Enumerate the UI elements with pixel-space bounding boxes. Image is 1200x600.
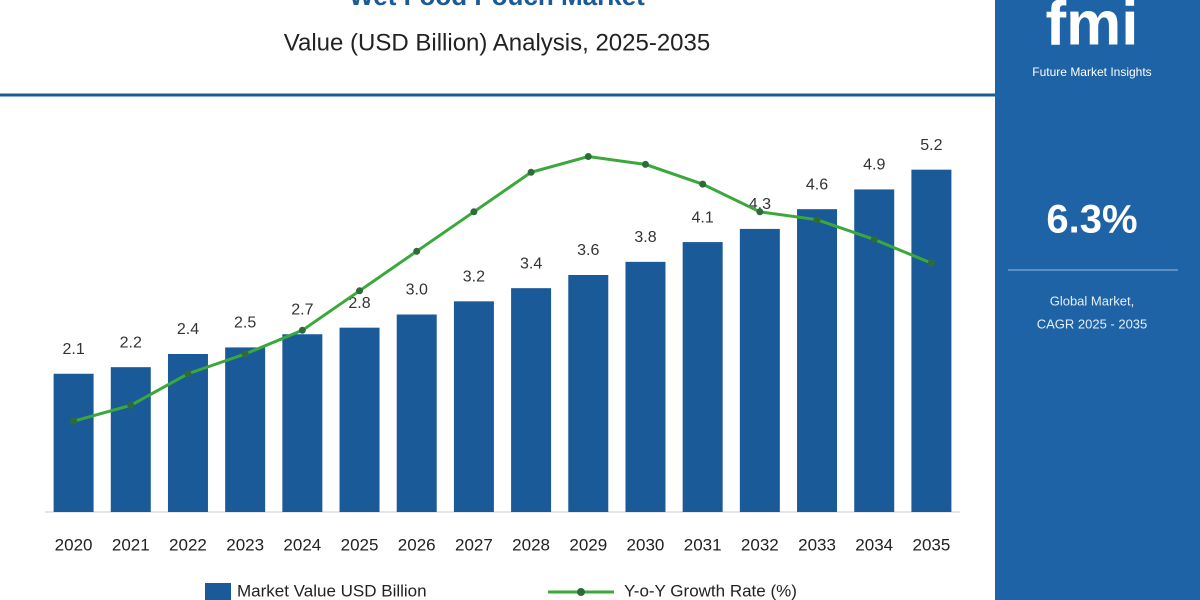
x-tick-label: 2034 [855,535,893,554]
line-marker [584,153,592,160]
brand-name: Future Market Insights [1032,65,1151,79]
bar [568,275,609,512]
bar [625,261,666,512]
line-marker [699,180,707,188]
legend-label: Market Value USD Billion [237,581,427,600]
x-tick-label: 2035 [912,535,950,554]
line-marker [127,401,135,409]
cagr-value: 6.3% [1046,198,1137,242]
x-tick-label: 2024 [283,535,321,554]
data-label: 4.1 [692,209,714,226]
line-marker [413,247,421,255]
data-label: 3.8 [634,229,656,246]
line-marker [241,350,249,358]
bar [739,228,780,512]
line-marker [813,216,821,224]
bar [110,367,151,512]
data-label: 3.0 [406,282,428,299]
x-tick-label: 2030 [627,535,665,554]
x-tick-label: 2032 [741,535,779,554]
legend-swatch [205,583,231,600]
x-tick-label: 2033 [798,535,836,554]
data-label: 2.1 [62,341,84,358]
line-marker [870,235,878,243]
data-label: 2.5 [234,315,256,332]
bar [225,347,266,512]
data-label: 2.4 [177,321,199,338]
data-label: 3.2 [463,269,485,286]
line-marker [298,326,306,334]
data-label: 3.6 [577,242,599,259]
data-label: 2.8 [348,295,370,312]
x-tick-label: 2031 [684,535,722,554]
line-marker [927,259,935,267]
line-marker [184,370,192,378]
line-marker [70,417,78,425]
bar [911,169,952,512]
x-tick-label: 2021 [112,535,150,554]
line-marker [527,168,535,176]
bar [282,334,323,512]
data-label: 2.2 [120,334,142,351]
x-tick-label: 2029 [569,535,607,554]
legend-label: Y-o-Y Growth Rate (%) [624,581,797,600]
bar [854,189,895,512]
legend-swatch [577,588,585,596]
data-label: 2.7 [291,301,313,318]
bar [453,301,494,512]
x-tick-label: 2022 [169,535,207,554]
data-label: 5.2 [920,137,942,154]
logo: fmi [1046,0,1139,58]
bar [339,327,380,512]
line-marker [356,287,364,295]
line-marker [470,208,478,216]
cagr-caption: CAGR 2025 - 2035 [1037,316,1148,331]
data-label: 4.6 [806,176,828,193]
bar [797,209,838,512]
x-tick-label: 2028 [512,535,550,554]
line-marker [641,160,649,168]
x-tick-label: 2020 [55,535,93,554]
bar [396,314,437,512]
growth-line [73,154,932,423]
chart-subtitle: Value (USD Billion) Analysis, 2025-2035 [284,29,710,56]
x-tick-label: 2026 [398,535,436,554]
cagr-caption: Global Market, [1050,293,1135,308]
x-tick-label: 2025 [341,535,379,554]
data-label: 3.4 [520,255,542,272]
side-panel [995,0,1200,600]
bar [511,288,552,512]
x-tick-label: 2027 [455,535,493,554]
bar [682,242,723,513]
x-tick-label: 2023 [226,535,264,554]
chart-title: Wet Food Pouch Market [349,0,645,11]
line-marker [756,208,764,216]
bar [53,373,94,512]
data-label: 4.9 [863,157,885,174]
bar [167,354,208,512]
